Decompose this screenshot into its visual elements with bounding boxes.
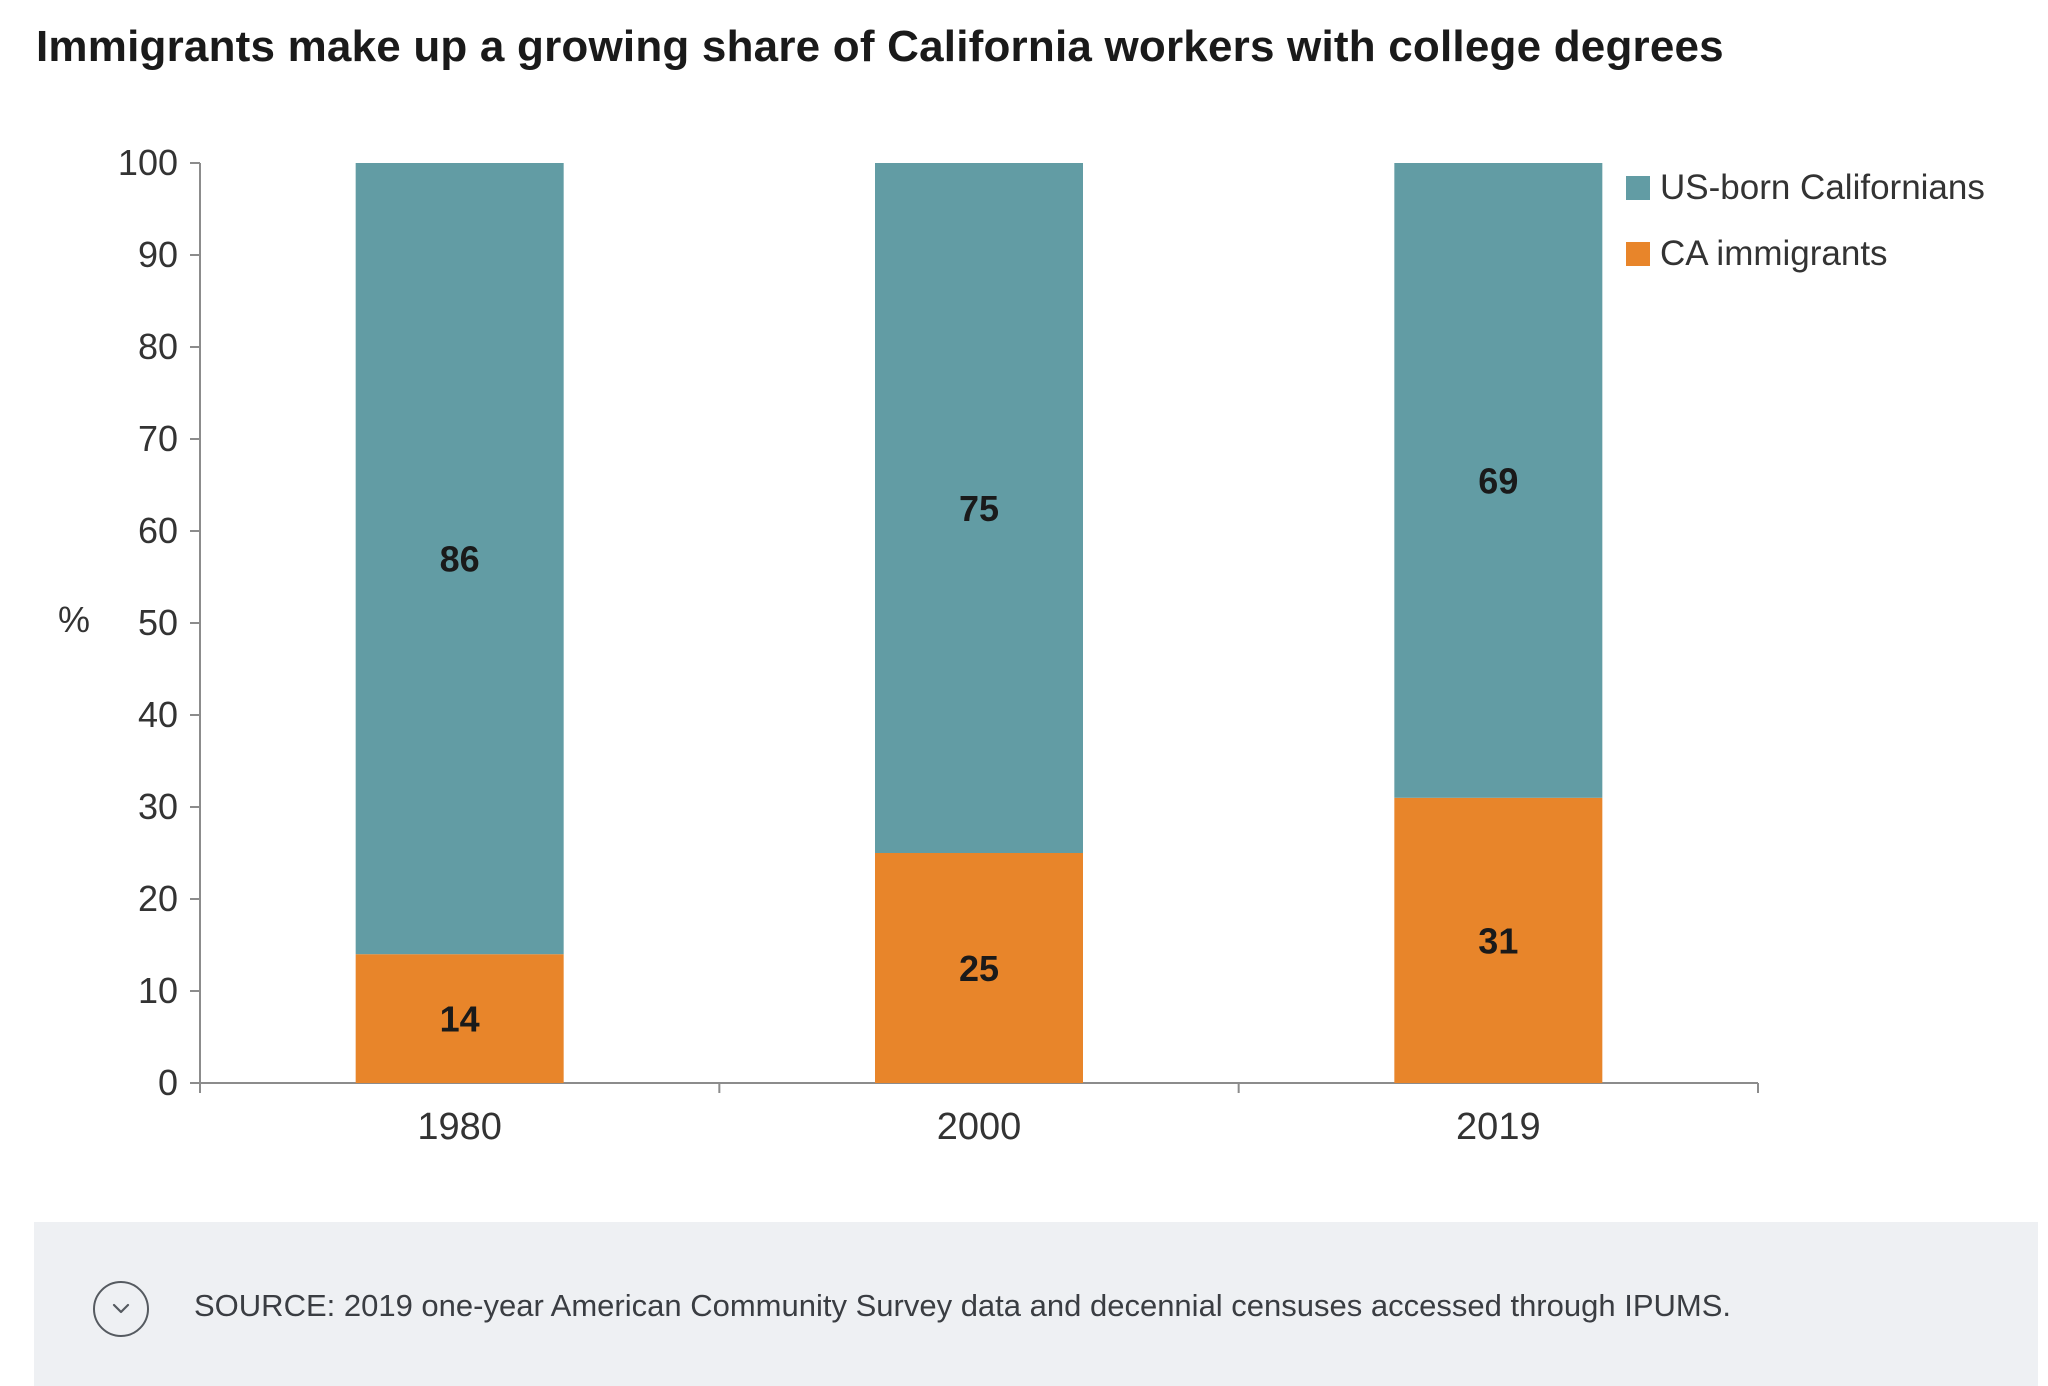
legend-swatch [1626, 176, 1650, 200]
y-tick-label: 80 [138, 326, 178, 367]
data-label: 25 [959, 948, 999, 989]
chart-legend: US-born Californians CA immigrants [1626, 168, 1985, 273]
legend-label: US-born Californians [1660, 168, 1985, 207]
y-tick-label: 70 [138, 418, 178, 459]
x-category-label: 2019 [1456, 1106, 1541, 1148]
source-panel [34, 1222, 2038, 1386]
y-tick-label: 100 [118, 142, 178, 183]
chevron-down-icon [112, 1303, 130, 1314]
data-label: 31 [1478, 920, 1518, 961]
data-label: 69 [1478, 460, 1518, 501]
y-axis-label: % [58, 599, 90, 640]
data-label: 86 [440, 539, 480, 580]
y-tick-label: 50 [138, 602, 178, 643]
chart-bars: 14 86 25 75 31 69 [355, 163, 1603, 1083]
source-note: SOURCE: 2019 one-year American Community… [194, 1288, 1731, 1323]
bar-1980-series-1 [355, 163, 564, 955]
chart-title: Immigrants make up a growing share of Ca… [36, 22, 1724, 71]
x-category-label: 2000 [937, 1106, 1022, 1148]
y-tick-label: 30 [138, 786, 178, 827]
y-tick-label: 90 [138, 234, 178, 275]
y-tick-label: 40 [138, 694, 178, 735]
bar-2000-series-0 [875, 853, 1083, 1083]
legend-label: CA immigrants [1660, 234, 1888, 273]
data-label: 14 [440, 999, 480, 1040]
bar-2000-series-1 [875, 163, 1083, 853]
x-category-label: 1980 [417, 1106, 502, 1148]
stacked-bar-chart: 0 10 20 30 40 50 60 70 80 90 100 1980 2000 2019 14 86 2… [58, 142, 1985, 1148]
y-tick-label: 0 [158, 1062, 178, 1103]
legend-swatch [1626, 242, 1650, 266]
expand-source-button[interactable] [93, 1281, 149, 1337]
data-label: 75 [959, 488, 999, 529]
bar-1980-series-0 [355, 954, 564, 1083]
bar-2019-series-0 [1394, 797, 1603, 1083]
y-tick-label: 20 [138, 878, 178, 919]
bar-2019-series-1 [1394, 163, 1603, 798]
y-tick-label: 10 [138, 970, 178, 1011]
y-tick-label: 60 [138, 510, 178, 551]
